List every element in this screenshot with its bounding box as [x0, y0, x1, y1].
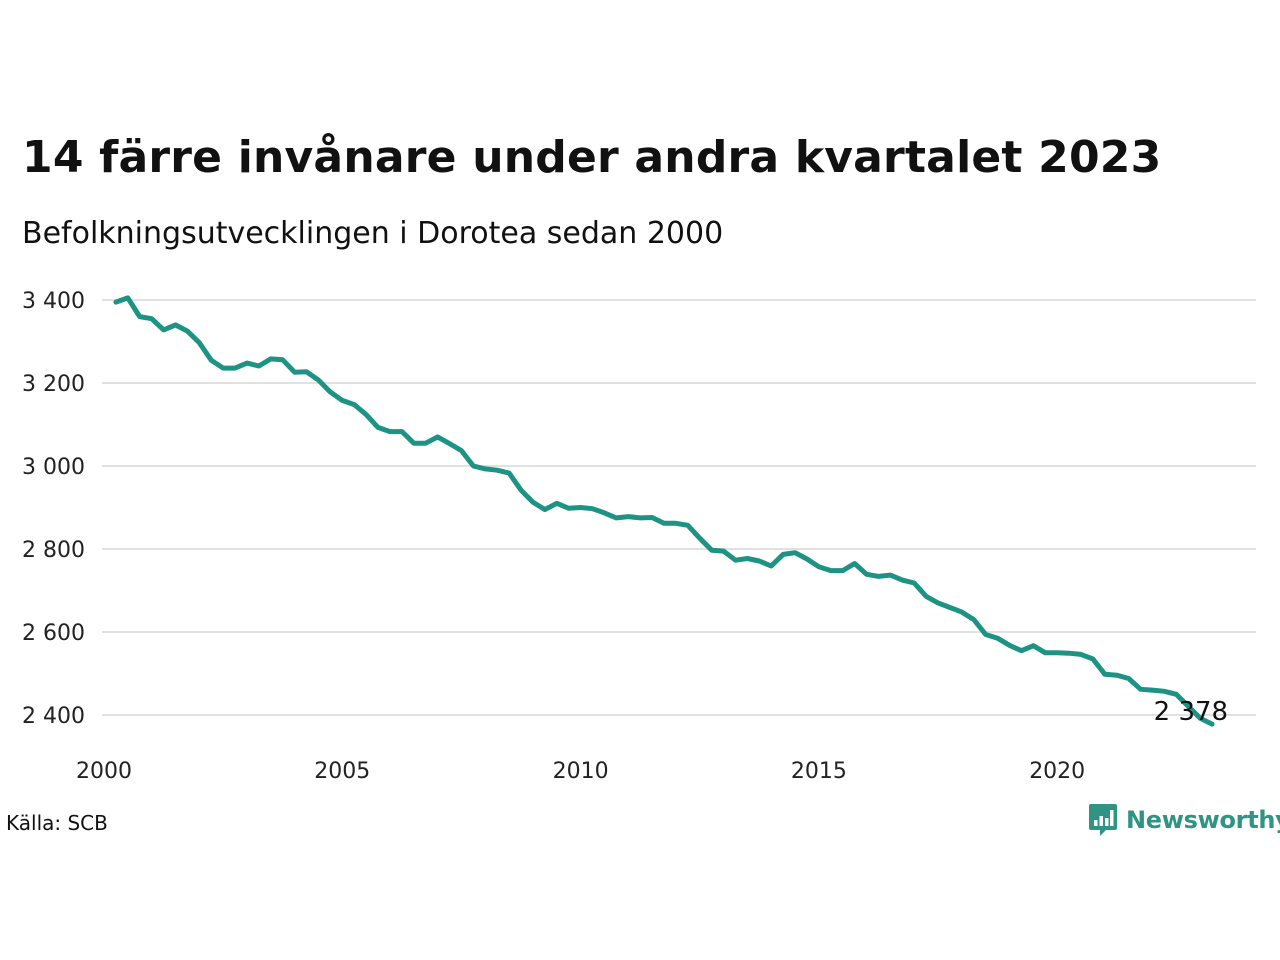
x-tick-label: 2000	[76, 759, 132, 784]
y-tick-label: 2 400	[22, 704, 85, 729]
x-tick-label: 2015	[791, 759, 847, 784]
y-tick-label: 3 400	[22, 289, 85, 314]
chart-title: 14 färre invånare under andra kvartalet …	[22, 132, 1162, 183]
newsworthy-logo-icon	[1089, 804, 1117, 836]
y-tick-label: 2 800	[22, 538, 85, 563]
brand[interactable]: Newsworthy	[1088, 802, 1280, 838]
label-layer: 2 378	[1154, 697, 1228, 727]
brand-name: Newsworthy	[1126, 806, 1280, 834]
series-line	[113, 295, 1215, 727]
x-tick-label: 2010	[553, 759, 609, 784]
x-tick-label: 2005	[314, 759, 370, 784]
y-tick-label: 2 600	[22, 621, 85, 646]
grid-layer	[102, 299, 1256, 716]
source-note: Källa: SCB	[6, 811, 108, 835]
x-tick-label: 2020	[1029, 759, 1085, 784]
series-layer	[113, 295, 1215, 727]
end-value-label: 2 378	[1154, 697, 1228, 727]
y-tick-label: 3 200	[22, 372, 85, 397]
chart-subtitle: Befolkningsutvecklingen i Dorotea sedan …	[22, 216, 724, 251]
y-tick-label: 3 000	[22, 455, 85, 480]
y-axis: 2 400 2 600 2 800 3 000 3 200 3 400	[22, 289, 85, 729]
x-axis: 2000 2005 2010 2015 2020	[76, 759, 1085, 784]
